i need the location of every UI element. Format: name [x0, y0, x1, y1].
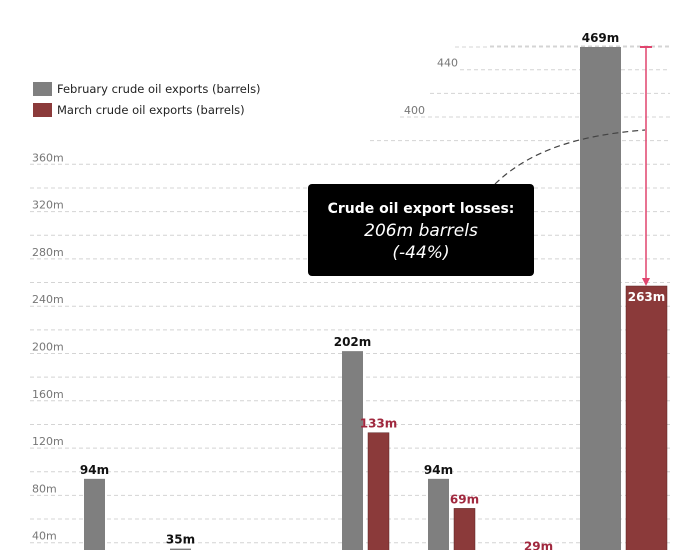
y-tick-label: 240m [32, 293, 64, 306]
annotation-title: Crude oil export losses: [327, 201, 515, 217]
legend-label-february: February crude oil exports (barrels) [57, 81, 261, 96]
bar-february [84, 478, 105, 550]
y-tick-label: 440 [437, 57, 458, 70]
annotation-callout: Crude oil export losses: 206m barrels (-… [308, 184, 534, 276]
y-tick-label: 280m [32, 246, 64, 259]
y-tick-label: 360m [32, 151, 64, 164]
bar-march [367, 432, 390, 550]
y-tick-label: 400 [404, 104, 425, 117]
legend-label-march: March crude oil exports (barrels) [57, 102, 245, 117]
bar-february [428, 478, 449, 550]
legend: February crude oil exports (barrels) Mar… [33, 78, 261, 120]
annotation-value: 206m barrels [364, 221, 478, 241]
data-label-march: 69m [450, 492, 479, 506]
data-label-march: 133m [360, 417, 398, 431]
arrowhead [642, 278, 650, 286]
y-tick-label: 80m [32, 482, 57, 495]
data-label-march: 263m [628, 290, 666, 304]
legend-item-march: March crude oil exports (barrels) [33, 99, 261, 120]
y-tick-label: 200m [32, 341, 64, 354]
data-label-february: 94m [424, 463, 453, 477]
y-tick-label: 120m [32, 435, 64, 448]
bar-february [170, 548, 191, 550]
y-tick-label: 40m [32, 530, 57, 543]
data-label-february: 469m [582, 31, 620, 45]
annotation-connector [494, 129, 646, 185]
y-tick-label: 320m [32, 199, 64, 212]
bar-february [342, 351, 363, 550]
data-label-march: 29m [524, 540, 553, 550]
y-tick-label: 160m [32, 388, 64, 401]
annotation-percent: (-44%) [392, 243, 450, 263]
data-label-february: 94m [80, 463, 109, 477]
data-label-february: 202m [334, 335, 372, 349]
legend-item-february: February crude oil exports (barrels) [33, 78, 261, 99]
data-label-february: 35m [166, 533, 195, 547]
bar-february [580, 47, 621, 550]
legend-swatch-march [33, 102, 52, 117]
bar-march [453, 508, 476, 550]
bar-march [625, 285, 668, 550]
legend-swatch-february [33, 81, 52, 96]
